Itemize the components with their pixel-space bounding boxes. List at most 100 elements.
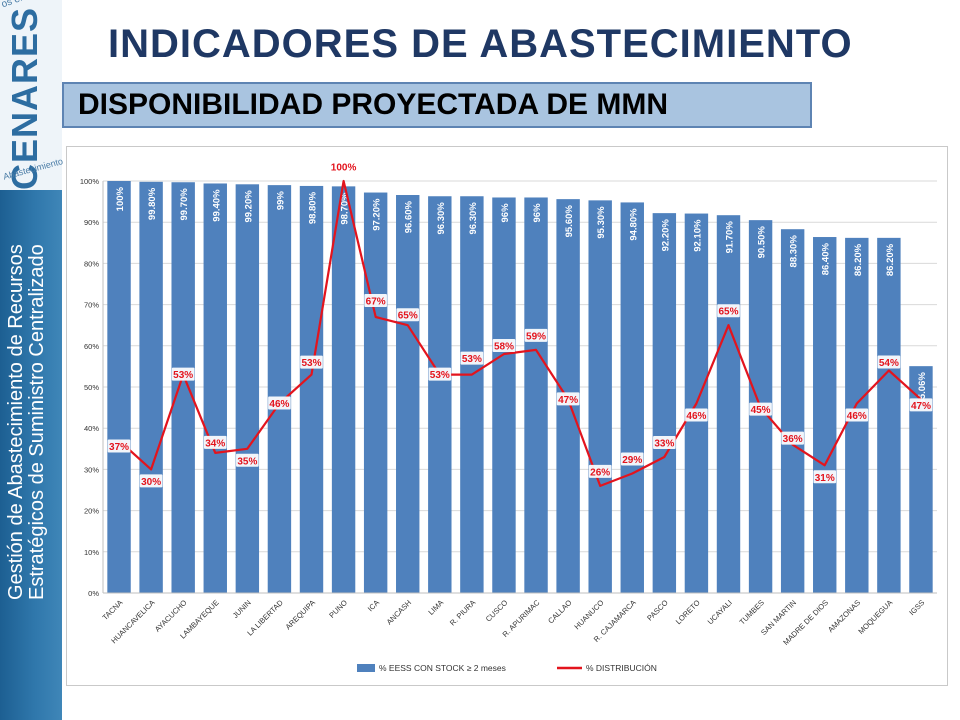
bar-data-label: 86.40%: [821, 242, 832, 275]
bar: [877, 237, 901, 593]
line-data-label: 46%: [847, 411, 867, 422]
line-data-label: 26%: [590, 467, 610, 478]
category-label: ICA: [366, 598, 381, 613]
bar-data-label: 92.10%: [692, 219, 703, 252]
bar: [299, 185, 324, 593]
line-data-label: 59%: [526, 331, 546, 342]
y-tick-label: 10%: [84, 548, 99, 557]
category-label: TACNA: [100, 598, 124, 622]
bar-data-label: 97.20%: [372, 198, 383, 231]
category-label: CUSCO: [484, 598, 510, 624]
bar-data-label: 100%: [115, 186, 126, 211]
category-label: LIMA: [426, 598, 445, 617]
category-label: MOQUEGUA: [856, 598, 894, 636]
bar: [107, 181, 131, 593]
category-label: R. PIURA: [448, 598, 477, 627]
line-label-box: [203, 435, 227, 449]
bar: [363, 192, 388, 593]
line-data-label: 53%: [462, 354, 482, 365]
bar: [331, 186, 356, 593]
bar-data-label: 94.80%: [628, 208, 639, 241]
line-data-label: 34%: [205, 438, 225, 449]
bar: [620, 202, 644, 593]
line-data-label: 36%: [783, 434, 803, 445]
line-label-box: [492, 339, 516, 353]
bar-data-label: 92.20%: [660, 219, 671, 252]
line-data-label: 65%: [718, 307, 738, 318]
chart-frame: 0% 10% 20% 30% 40% 50% 60% 70% 80% 90% 100% 100% 99.…: [66, 146, 948, 686]
bar: [267, 185, 292, 593]
bar: [909, 366, 933, 593]
line-data-label: 30%: [141, 477, 161, 488]
y-tick-label: 70%: [84, 301, 99, 310]
category-label: HUANUCO: [572, 598, 605, 631]
line-data-label: 58%: [494, 342, 514, 353]
y-tick-label: 100%: [80, 177, 100, 186]
bar-data-label: 98.70%: [340, 192, 351, 225]
sidebar: os en Salud CENARES Abastecimiento Gesti…: [0, 0, 64, 720]
line-label-box: [139, 474, 163, 488]
bar-data-label: 86.20%: [853, 243, 864, 276]
bar-data-label: 55.06%: [917, 372, 928, 405]
line-label-box: [171, 367, 195, 381]
line-label-box: [236, 453, 259, 467]
sidebar-caption-line1: Gestión de Abastecimiento de Recursos: [5, 244, 27, 600]
category-label: IGSS: [907, 598, 926, 617]
bar: [813, 237, 837, 594]
subtitle-banner: DISPONIBILIDAD PROYECTADA DE MMN: [62, 82, 812, 128]
sidebar-caption: Gestión de Abastecimiento de Recursos Es…: [5, 180, 48, 600]
line-data-label: 33%: [654, 439, 674, 450]
category-label: TUMBES: [738, 598, 766, 626]
line-label-box: [428, 367, 452, 381]
bar: [203, 183, 227, 594]
page-title: INDICADORES DE ABASTECIMIENTO: [108, 22, 853, 66]
line-label-box: [364, 293, 387, 307]
line-label-box: [781, 431, 804, 445]
line-label-box: [845, 408, 869, 422]
bar-data-label: 91.70%: [725, 221, 736, 254]
line-data-label: 46%: [269, 399, 289, 410]
line-data-label: 53%: [301, 358, 321, 369]
line-label-box: [620, 452, 644, 466]
line-label-box: [588, 464, 612, 478]
category-label: PASCO: [645, 598, 670, 623]
line-label-box: [268, 396, 291, 410]
line-label-box: [524, 328, 548, 342]
category-label: ANCASH: [385, 598, 413, 626]
bar-data-label: 95.30%: [596, 206, 607, 239]
legend-label-bars: % EESS CON STOCK ≥ 2 meses: [379, 663, 506, 673]
bar-data-label: 99.20%: [243, 190, 254, 223]
legend-swatch-bars: [357, 664, 375, 672]
line-label-box: [685, 408, 708, 422]
line-label-box: [300, 355, 323, 369]
bar-data-label: 98.80%: [308, 191, 319, 224]
bar: [171, 182, 195, 593]
bar-data-label: 99.80%: [147, 187, 158, 220]
bar: [524, 197, 548, 594]
line-label-box: [653, 436, 676, 450]
line-label-box: [329, 160, 358, 173]
bar-data-label: 96.60%: [404, 200, 415, 233]
line-data-label: 29%: [622, 455, 642, 466]
bar: [235, 184, 260, 593]
y-tick-label: 30%: [84, 465, 99, 474]
legend-label-line: % DISTRIBUCIÓN: [586, 663, 657, 673]
line-label-box: [556, 392, 580, 406]
line-data-label: 53%: [430, 370, 450, 381]
line-label-box: [107, 439, 131, 453]
line-data-label: 53%: [173, 370, 193, 381]
line-data-label: 100%: [331, 163, 357, 174]
bar-data-label: 99%: [275, 191, 286, 211]
cenares-logo: os en Salud CENARES Abastecimiento: [0, 0, 64, 190]
line-label-box: [813, 470, 837, 484]
chart: 0% 10% 20% 30% 40% 50% 60% 70% 80% 90% 100% 100% 99.…: [80, 160, 937, 673]
y-tick-label: 50%: [84, 383, 99, 392]
y-tick-label: 40%: [84, 424, 99, 433]
bar: [716, 215, 741, 594]
bar-data-label: 96%: [532, 203, 543, 223]
line-data-label: 67%: [366, 296, 386, 307]
line-data-label: 31%: [815, 473, 835, 484]
bar: [588, 200, 612, 593]
bar-data-label: 96.30%: [468, 202, 479, 235]
line-label-box: [877, 355, 901, 369]
